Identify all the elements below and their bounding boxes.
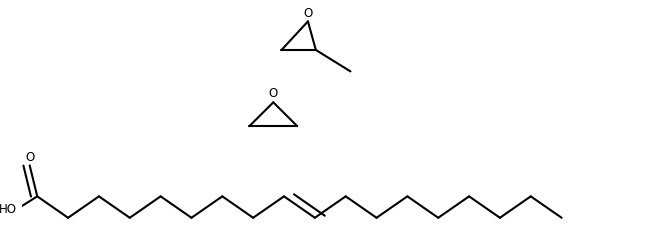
Text: O: O	[25, 150, 35, 164]
Text: O: O	[269, 87, 278, 100]
Text: O: O	[303, 6, 312, 20]
Text: HO: HO	[0, 203, 17, 216]
